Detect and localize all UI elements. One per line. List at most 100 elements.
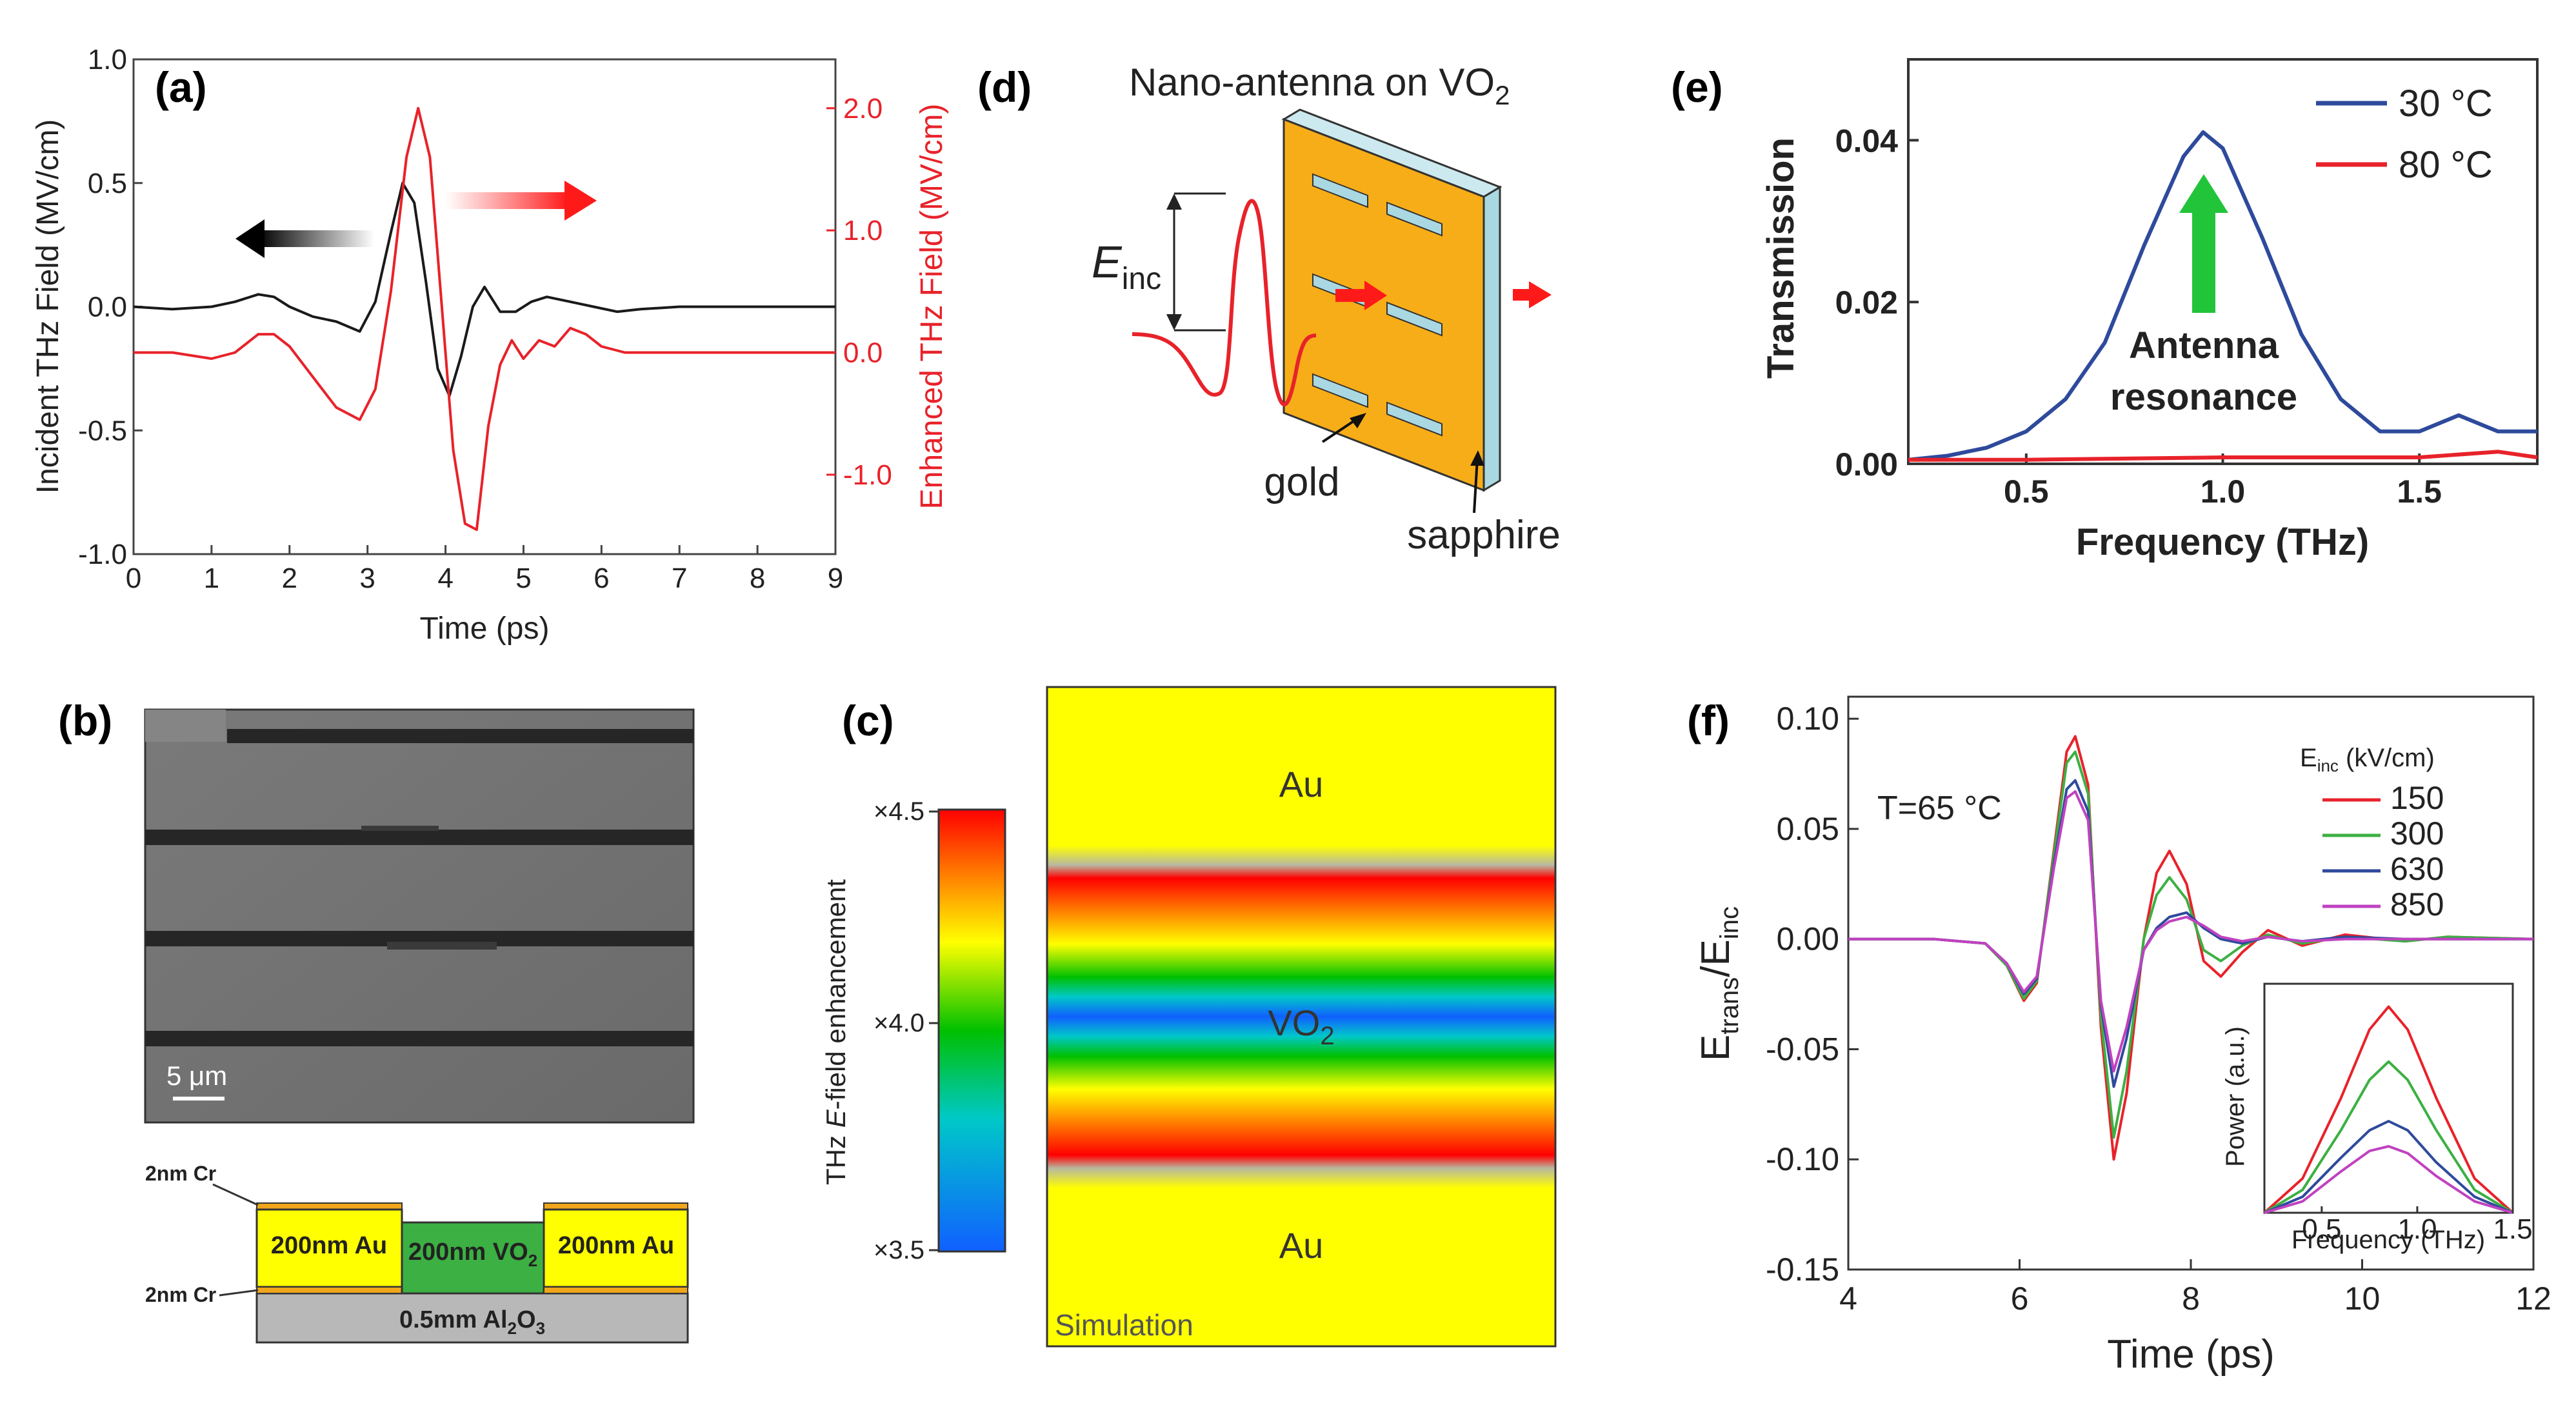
y-tick-label: 0.04: [1835, 123, 1899, 159]
inset-x-tick-label: 0.5: [2302, 1213, 2341, 1245]
antenna-slot: [1386, 201, 1443, 237]
scale-bar-label: 5 μm: [166, 1061, 227, 1091]
x-tick-label: 5: [515, 563, 531, 594]
resonance-arrow: [2179, 174, 2228, 313]
y-tick-label: 0.02: [1835, 284, 1898, 321]
substrate-label: 0.5mm Al2O3: [399, 1306, 545, 1338]
gold-label: gold: [1264, 460, 1339, 504]
series-line-30c: [1908, 130, 2537, 462]
inset-x-tick-label: 1.0: [2397, 1213, 2437, 1245]
panel-a: (a) 0 1 2 3 4 5 6 7 8 9 1.0 0.5 0.0 -0.5 -1.0 2.0 1.0 0.0…: [31, 44, 949, 646]
sapphire-label: sapphire: [1407, 513, 1561, 557]
x-tick-label: 10: [2344, 1280, 2381, 1317]
sem-image: [144, 708, 695, 1124]
colorbar: [937, 808, 1006, 1253]
inset-series-line-300: [2263, 1060, 2514, 1214]
inset-series-line-150: [2263, 1005, 2514, 1214]
panel-e-xlabel: Frequency (THz): [2076, 521, 2369, 563]
y-tick-label: -0.05: [1766, 1031, 1839, 1067]
inset-series-line-630: [2264, 1120, 2513, 1214]
incident-red-arrow: [1335, 281, 1387, 310]
antenna-slot: [1312, 173, 1368, 208]
panel-a-ylabel-right: Enhanced THz Field (MV/cm): [915, 104, 949, 510]
sem-debris-2: [387, 942, 497, 950]
y-tick-label: 0.00: [1835, 446, 1898, 483]
panel-e-ylabel: Transmission: [1760, 137, 1802, 379]
x-tick-label: 9: [828, 563, 843, 594]
panel-e-ticks: 0.5 1.0 1.5 0.04 0.02 0.00: [1835, 123, 2442, 510]
au-right-label: 200nm Au: [558, 1232, 674, 1259]
sem-electrode-1: [227, 729, 694, 743]
y-tick-label: 0.0: [88, 292, 127, 323]
vo2-layer: [401, 1221, 545, 1295]
au-left-label: 200nm Au: [271, 1232, 387, 1259]
panel-f-label: (f): [1687, 697, 1730, 744]
x-tick-label: 8: [750, 563, 765, 594]
x-tick-label: 7: [672, 563, 687, 594]
panel-d-title: Nano-antenna on VO2: [1129, 61, 1510, 110]
x-tick-label: 1.5: [2397, 473, 2442, 510]
colorbar-tick-mid: ×4.0: [874, 1009, 924, 1037]
y-right-tick-label: 2.0: [843, 93, 883, 125]
legend-text-150: 150: [2390, 780, 2444, 816]
series-line-300: [1848, 750, 2534, 1139]
au-top-label: Au: [1279, 764, 1324, 804]
colorbar-tick-max: ×4.5: [874, 797, 924, 826]
inset-x-tick-label: 1.5: [2493, 1213, 2532, 1245]
x-tick-label: 0.5: [2004, 473, 2049, 510]
panel-f-ticks: 4 6 8 10 12 0.10 0.05 0.00 -0.05 -0.10 -0.15: [1766, 701, 2551, 1317]
x-tick-label: 1.0: [2201, 473, 2246, 510]
y-tick-label: 0.05: [1777, 811, 1839, 847]
x-tick-label: 8: [2182, 1280, 2200, 1317]
inset-ticks: 0.5 1.0 1.5: [2302, 1206, 2533, 1245]
series-line-850: [1848, 790, 2533, 1073]
panel-e-label: (e): [1671, 63, 1723, 111]
legend-80c-text: 80 °C: [2399, 144, 2493, 186]
panel-c: (c) ×4.5 ×4.0 ×3.5 THz E-field enhanceme…: [821, 686, 1557, 1348]
einc-label: Einc: [1092, 237, 1161, 296]
incident-pulse: [1132, 199, 1317, 406]
inset-xlabel: Frequency (THz): [2291, 1226, 2485, 1254]
vo2-label: 200nm VO2: [408, 1239, 537, 1270]
y-tick-label: 0.5: [88, 168, 127, 199]
colorbar-label: THz E-field enhancement: [821, 879, 851, 1185]
y-right-tick-label: -1.0: [843, 459, 892, 491]
legend-text-630: 630: [2390, 851, 2444, 887]
colorbar-tick-min: ×3.5: [874, 1236, 924, 1264]
x-tick-label: 1: [204, 563, 219, 594]
field-map: [1046, 686, 1557, 1348]
inset-ylabel: Power (a.u.): [2221, 1026, 2250, 1167]
scale-bar-line: [173, 1097, 225, 1101]
x-tick-label: 6: [2011, 1280, 2029, 1317]
panel-f-ylabel: Etrans/Einc: [1693, 906, 1744, 1061]
vo2-field-label: VO2: [1268, 1002, 1334, 1050]
annotation-resonance: resonance: [2110, 376, 2297, 418]
antenna-slot: [1312, 373, 1368, 408]
antenna-slot: [1386, 401, 1443, 437]
x-tick-label: 4: [437, 563, 453, 594]
sem-corner: [145, 710, 226, 742]
y-tick-label: -1.0: [78, 539, 127, 570]
panel-b-label: (b): [58, 697, 112, 744]
legend-30c-text: 30 °C: [2399, 83, 2493, 125]
y-tick-label: 0.00: [1777, 921, 1839, 957]
au-left-layer: [255, 1208, 403, 1288]
cr-bottom-left: [256, 1286, 403, 1294]
cr-bottom-pointer: [219, 1289, 259, 1297]
x-tick-label: 12: [2515, 1280, 2551, 1317]
panel-d-label: (d): [977, 63, 1032, 111]
x-tick-label: 3: [359, 563, 375, 594]
y-tick-label: 1.0: [88, 44, 127, 75]
au-bottom-label: Au: [1279, 1225, 1324, 1266]
y-tick-label: -0.15: [1766, 1251, 1839, 1288]
cr-bottom-label: 2nm Cr: [145, 1283, 216, 1306]
temperature-text: T=65 °C: [1877, 790, 2002, 827]
sem-debris-1: [361, 826, 439, 831]
panel-a-xlabel: Time (ps): [420, 612, 550, 646]
layer-stack: 200nm Au 200nm VO2 200nm Au 0.5mm Al2O3 …: [145, 1162, 689, 1344]
y-tick-label: -0.5: [78, 415, 127, 446]
y-tick-label: 0.10: [1777, 701, 1839, 737]
panel-a-ticks: 0 1 2 3 4 5 6 7 8 9 1.0 0.5 0.0 -0.5 -1.0 2.0 1.0 0.0 -1.0: [78, 44, 892, 594]
y-right-tick-label: 1.0: [843, 215, 883, 246]
